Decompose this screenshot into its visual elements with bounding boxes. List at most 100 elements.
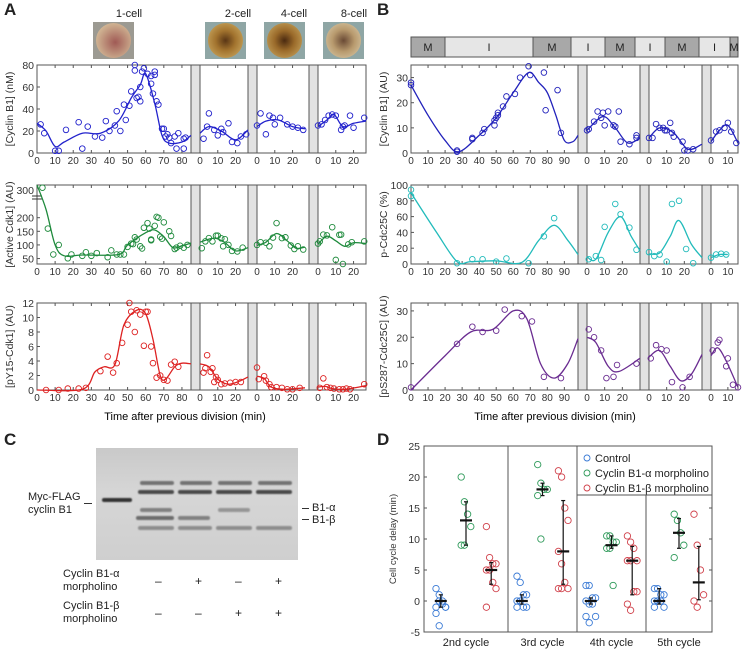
fit-curve xyxy=(36,72,192,148)
data-point xyxy=(153,374,160,381)
data-point xyxy=(314,122,322,129)
data-point xyxy=(137,98,144,105)
data-point xyxy=(663,347,670,354)
data-point xyxy=(200,135,207,142)
data-point xyxy=(124,321,131,329)
data-point xyxy=(489,578,497,587)
division-gap xyxy=(190,302,201,391)
x-tick-label: 10 xyxy=(50,156,62,167)
data-point xyxy=(84,123,91,130)
data-point xyxy=(182,134,189,141)
band-lane5-upper xyxy=(256,490,292,494)
x-tick-label: 0 xyxy=(408,267,414,278)
data-point xyxy=(457,473,465,481)
data-point xyxy=(120,101,128,108)
x-tick-label: 0 xyxy=(254,156,260,167)
data-point xyxy=(62,126,70,134)
data-point xyxy=(682,245,690,253)
y-tick-label: 4 xyxy=(28,356,34,368)
phase-label: I xyxy=(586,42,589,54)
data-point xyxy=(633,360,640,367)
x-tick-label: 10 xyxy=(269,267,281,278)
phase-label: M xyxy=(677,42,686,54)
data-point xyxy=(282,234,289,241)
phase-label: M xyxy=(423,42,432,54)
x-tick-label: 0 xyxy=(197,393,203,404)
data-point xyxy=(138,68,146,75)
data-point xyxy=(554,467,563,475)
data-point xyxy=(135,93,142,101)
x-tick-label: 20 xyxy=(230,393,242,404)
y-tick-label: 20 xyxy=(408,472,420,484)
plot-frame xyxy=(410,184,739,265)
data-point xyxy=(316,238,324,245)
data-point xyxy=(160,125,168,133)
division-gap xyxy=(577,184,588,265)
y-tick-label: 25 xyxy=(408,441,420,453)
data-point xyxy=(516,578,524,587)
division-gap xyxy=(577,64,588,154)
data-point xyxy=(656,124,663,132)
division-gap xyxy=(639,184,650,265)
x-tick-label: 0 xyxy=(315,267,321,278)
data-point xyxy=(481,125,488,133)
data-point xyxy=(489,560,497,568)
x-tick-label: 50 xyxy=(491,156,503,167)
band-lane2-b1-beta xyxy=(136,516,174,520)
division-gap xyxy=(247,302,258,391)
data-point xyxy=(160,376,168,384)
panel-label-d: D xyxy=(377,430,390,449)
x-tick-label: 10 xyxy=(212,156,224,167)
data-point xyxy=(689,259,697,267)
data-point xyxy=(582,612,590,621)
data-point xyxy=(209,365,216,372)
data-point xyxy=(728,128,735,135)
morpholino-beta-label: Cyclin B1-β morpholino xyxy=(63,600,120,625)
data-point xyxy=(585,581,593,590)
data-point xyxy=(55,241,62,249)
data-point xyxy=(649,134,656,142)
x-tick-label: 20 xyxy=(617,393,629,404)
data-point xyxy=(131,328,139,336)
y-axis-label: [pS287-Cdc25C] (AU) xyxy=(378,295,390,397)
data-point xyxy=(171,133,178,140)
data-point xyxy=(214,376,222,384)
data-point xyxy=(590,334,598,341)
data-point xyxy=(79,145,86,152)
x-tick-label: 70 xyxy=(158,267,170,278)
data-point xyxy=(623,532,632,540)
x-tick-label: 10 xyxy=(661,267,673,278)
x-tick-label: 0 xyxy=(254,393,260,404)
embryo-image-4-cell xyxy=(264,22,305,59)
data-point xyxy=(151,222,159,230)
x-axis-label-b: Time after previous division (min) xyxy=(474,411,636,423)
morpholino-alpha-label: Cyclin B1-α morpholino xyxy=(63,568,120,593)
data-point xyxy=(550,214,558,222)
data-point xyxy=(64,255,72,262)
data-point xyxy=(198,244,206,252)
data-point xyxy=(325,112,332,119)
data-point xyxy=(617,210,624,218)
data-point xyxy=(633,134,640,142)
data-point xyxy=(518,312,526,320)
data-point xyxy=(594,108,601,115)
data-point xyxy=(597,256,605,264)
data-point xyxy=(164,131,171,138)
data-point xyxy=(118,339,126,347)
x-tick-label: 20 xyxy=(679,267,691,278)
plus-sign: + xyxy=(275,606,283,620)
data-point xyxy=(699,591,708,599)
fit-curve xyxy=(586,336,641,373)
data-point xyxy=(670,133,677,140)
data-point xyxy=(42,386,50,394)
x-tick-label: 20 xyxy=(679,393,691,404)
data-point xyxy=(668,129,676,137)
data-point xyxy=(407,81,415,89)
category-label: 4th cycle xyxy=(590,637,633,649)
band-lane4-upper xyxy=(216,490,252,494)
y-tick-label: -5 xyxy=(411,627,420,639)
x-tick-label: 40 xyxy=(474,156,486,167)
data-point xyxy=(55,147,62,155)
data-point xyxy=(104,353,111,360)
